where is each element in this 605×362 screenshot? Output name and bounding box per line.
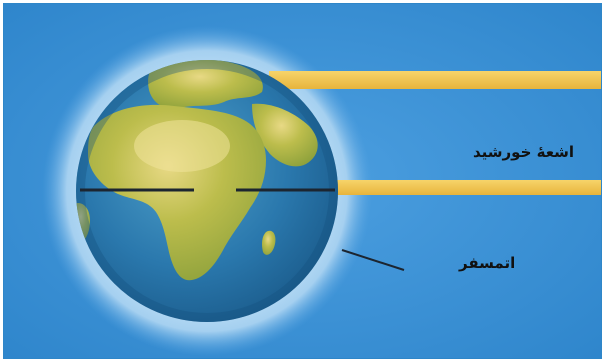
arabia-landmass xyxy=(252,103,318,167)
atmosphere-label: اتمسفر xyxy=(458,254,515,272)
diagram-frame: اشعهٔ خورشید اتمسفر xyxy=(3,3,602,359)
atmosphere-pointer-line xyxy=(341,249,405,271)
europe-landmass xyxy=(148,60,263,109)
sun-ray-bottom xyxy=(334,180,601,195)
madagascar-landmass xyxy=(262,230,276,255)
earth-globe xyxy=(76,60,338,322)
earth-sun-diagram: اشعهٔ خورشید اتمسفر xyxy=(4,4,601,358)
sahara-highlight xyxy=(134,120,230,172)
sun-ray-top xyxy=(269,71,601,89)
sun-rays-label: اشعهٔ خورشید xyxy=(473,143,574,161)
